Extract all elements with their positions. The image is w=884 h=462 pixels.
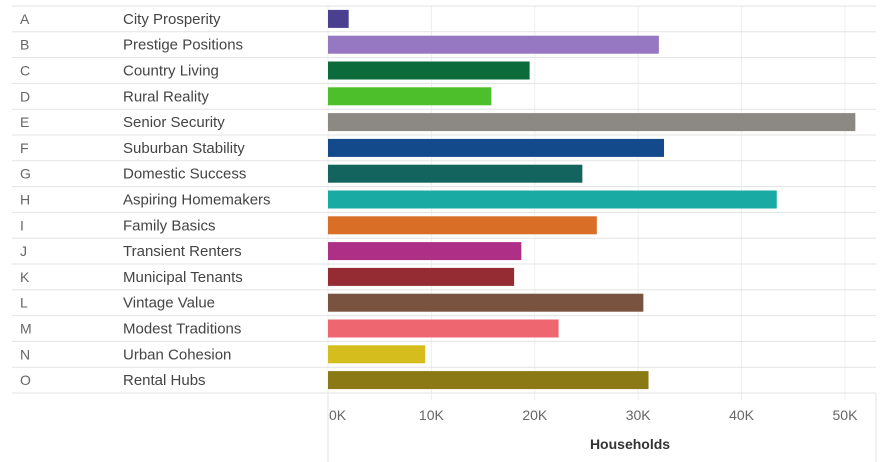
- x-tick-label: 50K: [833, 407, 859, 423]
- bar: [328, 35, 659, 54]
- category-label: Vintage Value: [123, 295, 215, 312]
- bar: [328, 216, 597, 235]
- category-label: Rural Reality: [123, 88, 209, 105]
- row-code: A: [20, 11, 30, 27]
- x-tick-label: 40K: [729, 407, 755, 423]
- bar: [328, 9, 349, 28]
- row-code: N: [20, 346, 30, 362]
- category-label: Aspiring Homemakers: [123, 192, 271, 209]
- row-code: D: [20, 88, 30, 104]
- category-label: Senior Security: [123, 114, 225, 131]
- bar: [328, 61, 530, 80]
- category-label: Transient Renters: [123, 243, 242, 260]
- x-tick-label: 0K: [329, 407, 347, 423]
- category-label: Rental Hubs: [123, 372, 206, 389]
- category-label: City Prosperity: [123, 11, 221, 28]
- category-label: Modest Traditions: [123, 321, 241, 338]
- row-code: K: [20, 269, 30, 285]
- bar: [328, 138, 665, 157]
- category-label: Country Living: [123, 63, 219, 80]
- bar: [328, 319, 559, 338]
- x-tick-label: 20K: [522, 407, 548, 423]
- bar: [328, 190, 777, 209]
- row-code: M: [20, 321, 32, 337]
- row-code: J: [20, 243, 27, 259]
- bar: [328, 87, 492, 106]
- category-label: Urban Cohesion: [123, 346, 231, 363]
- row-code: B: [20, 37, 29, 53]
- category-label: Municipal Tenants: [123, 269, 243, 286]
- row-code: F: [20, 140, 29, 156]
- bar: [328, 293, 644, 312]
- bar: [328, 113, 856, 132]
- bar: [328, 371, 649, 390]
- row-code: I: [20, 217, 24, 233]
- category-label: Family Basics: [123, 217, 216, 234]
- row-code: E: [20, 114, 29, 130]
- x-tick-label: 30K: [626, 407, 652, 423]
- category-label: Suburban Stability: [123, 140, 245, 157]
- bar: [328, 345, 426, 364]
- bar: [328, 242, 522, 261]
- row-code: H: [20, 192, 30, 208]
- bar: [328, 267, 515, 286]
- row-code: C: [20, 63, 30, 79]
- category-label: Domestic Success: [123, 166, 246, 183]
- row-code: L: [20, 295, 28, 311]
- row-code: O: [20, 372, 31, 388]
- x-tick-label: 10K: [419, 407, 445, 423]
- x-axis-title: Households: [590, 436, 670, 452]
- bar: [328, 164, 583, 183]
- row-code: G: [20, 166, 31, 182]
- category-label: Prestige Positions: [123, 37, 243, 54]
